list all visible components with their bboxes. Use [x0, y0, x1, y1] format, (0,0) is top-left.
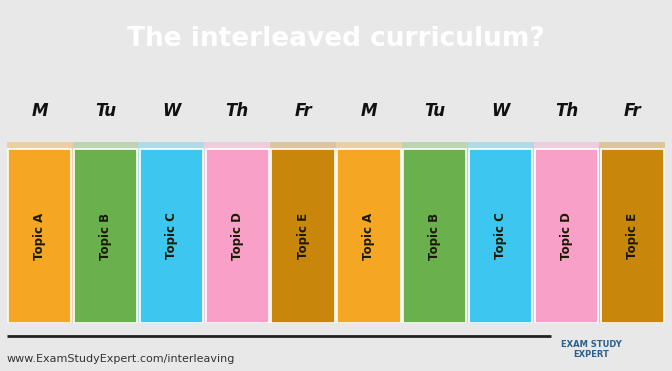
- FancyBboxPatch shape: [601, 149, 664, 323]
- FancyBboxPatch shape: [73, 142, 138, 330]
- FancyBboxPatch shape: [534, 142, 599, 330]
- FancyBboxPatch shape: [337, 149, 401, 323]
- Text: Topic B: Topic B: [428, 212, 442, 260]
- FancyBboxPatch shape: [270, 142, 336, 330]
- Text: Tu: Tu: [424, 102, 446, 119]
- FancyBboxPatch shape: [468, 142, 534, 330]
- Text: The interleaved curriculum?: The interleaved curriculum?: [127, 26, 545, 52]
- Text: EXAM STUDY
EXPERT: EXAM STUDY EXPERT: [561, 339, 622, 359]
- Text: W: W: [491, 102, 510, 119]
- FancyBboxPatch shape: [8, 149, 71, 323]
- FancyBboxPatch shape: [204, 142, 270, 330]
- FancyBboxPatch shape: [140, 149, 203, 323]
- FancyBboxPatch shape: [271, 149, 335, 323]
- Text: Topic D: Topic D: [560, 212, 573, 260]
- Text: Th: Th: [555, 102, 578, 119]
- Text: Topic C: Topic C: [165, 213, 178, 259]
- FancyBboxPatch shape: [599, 142, 665, 330]
- Text: Topic E: Topic E: [626, 213, 639, 259]
- Text: www.ExamStudyExpert.com/interleaving: www.ExamStudyExpert.com/interleaving: [7, 354, 235, 364]
- Text: Topic B: Topic B: [99, 212, 112, 260]
- Text: Tu: Tu: [95, 102, 116, 119]
- Text: Topic E: Topic E: [296, 213, 310, 259]
- Text: Topic A: Topic A: [362, 212, 376, 260]
- FancyBboxPatch shape: [403, 149, 466, 323]
- FancyBboxPatch shape: [336, 142, 402, 330]
- Text: Topic A: Topic A: [33, 212, 46, 260]
- FancyBboxPatch shape: [74, 149, 137, 323]
- Text: Topic C: Topic C: [494, 213, 507, 259]
- Text: M: M: [361, 102, 377, 119]
- FancyBboxPatch shape: [469, 149, 532, 323]
- Text: Fr: Fr: [294, 102, 312, 119]
- Text: Topic D: Topic D: [230, 212, 244, 260]
- Text: Th: Th: [226, 102, 249, 119]
- FancyBboxPatch shape: [138, 142, 204, 330]
- FancyBboxPatch shape: [402, 142, 468, 330]
- FancyBboxPatch shape: [206, 149, 269, 323]
- Text: W: W: [162, 102, 181, 119]
- FancyBboxPatch shape: [535, 149, 598, 323]
- Text: Fr: Fr: [624, 102, 641, 119]
- Text: M: M: [32, 102, 48, 119]
- FancyBboxPatch shape: [7, 142, 73, 330]
